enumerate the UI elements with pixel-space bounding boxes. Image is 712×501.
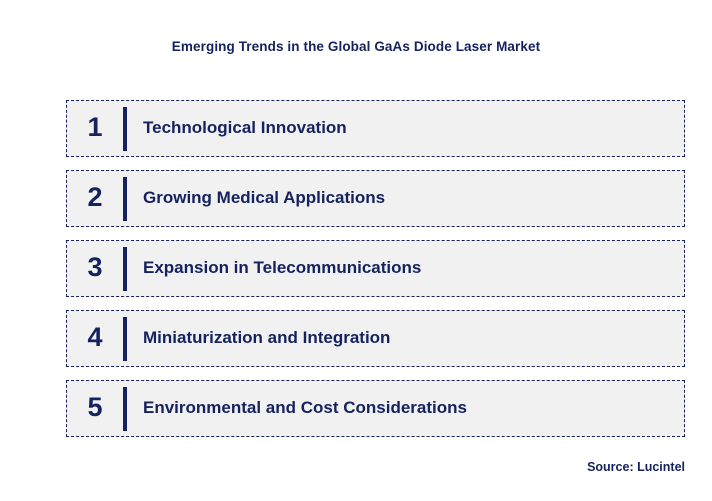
trend-label: Growing Medical Applications: [143, 188, 386, 208]
divider-bar: [123, 176, 127, 221]
trend-row[interactable]: 2 Growing Medical Applications: [66, 170, 685, 227]
trend-label: Technological Innovation: [143, 118, 347, 138]
trend-number: 2: [87, 182, 103, 212]
trend-row[interactable]: 4 Miniaturization and Integration: [66, 310, 685, 367]
trend-label: Environmental and Cost Considerations: [143, 398, 467, 418]
trend-number: 3: [87, 252, 103, 282]
trend-label: Miniaturization and Integration: [143, 328, 391, 348]
source-attribution: Source: Lucintel: [587, 460, 685, 474]
trend-number: 1: [87, 112, 103, 142]
divider-bar: [123, 246, 127, 291]
trend-number: 4: [87, 322, 103, 352]
trend-row[interactable]: 3 Expansion in Telecommunications: [66, 240, 685, 297]
divider-bar: [123, 316, 127, 361]
page-title: Emerging Trends in the Global GaAs Diode…: [171, 39, 541, 54]
divider-bar: [123, 386, 127, 431]
divider-bar: [123, 106, 127, 151]
trend-label: Expansion in Telecommunications: [143, 258, 422, 278]
trend-number: 5: [87, 392, 103, 422]
trend-row[interactable]: 5 Environmental and Cost Considerations: [66, 380, 685, 437]
trend-list: 1 Technological Innovation 2 Growing Med…: [66, 100, 685, 437]
trend-row[interactable]: 1 Technological Innovation: [66, 100, 685, 157]
